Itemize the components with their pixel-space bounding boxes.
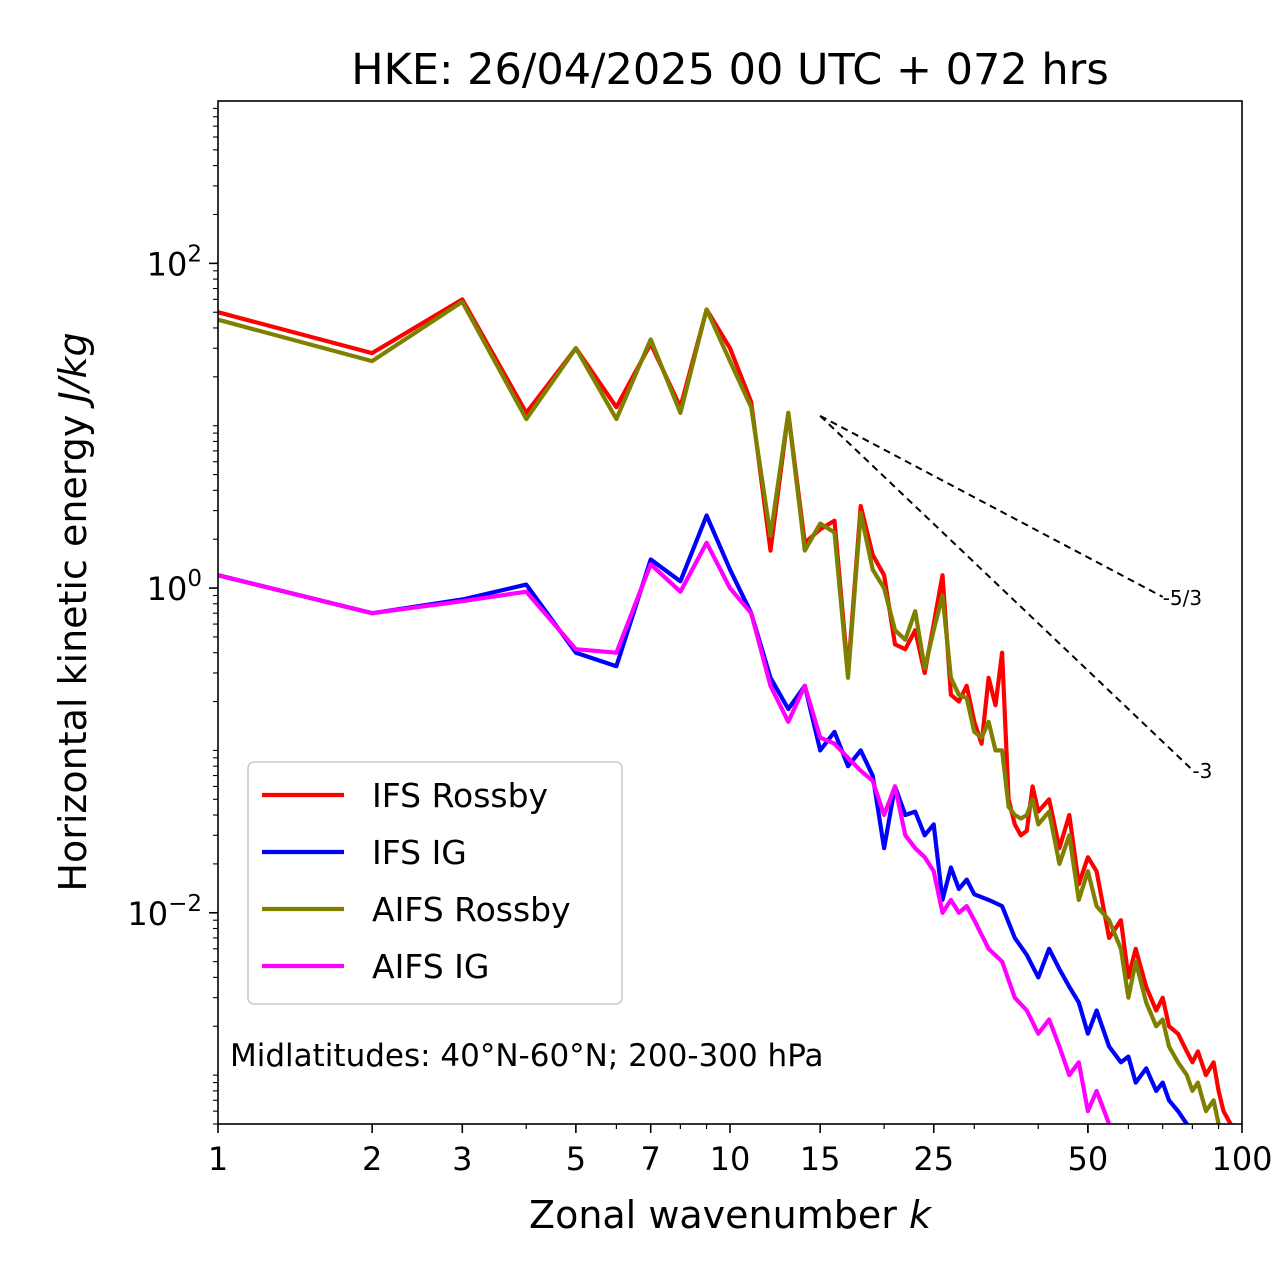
y-axis-ticks: 102 100 10−2 <box>127 107 218 1125</box>
slope-label-minus-5-3: -5/3 <box>1163 586 1202 610</box>
x-axis-label-variable: k <box>909 1193 933 1237</box>
y-axis-label-variable: J/kg <box>51 332 95 409</box>
y-tick-label: 102 <box>147 241 202 283</box>
legend-label: AIFS Rossby <box>372 890 571 929</box>
series-line-aifs-ig <box>218 540 1112 1124</box>
x-tick-label: 7 <box>641 1140 661 1178</box>
x-tick-label: 5 <box>566 1140 586 1178</box>
slope-line-minus-3 <box>819 415 1194 771</box>
legend-box <box>247 761 623 1005</box>
region-annotation: Midlatitudes: 40°N-60°N; 200-300 hPa <box>230 1038 824 1074</box>
x-axis-label-text: Zonal wavenumber <box>529 1193 909 1237</box>
x-axis-label: Zonal wavenumber k <box>529 1193 933 1237</box>
legend-label: AIFS IG <box>372 947 489 986</box>
x-tick-label: 1 <box>208 1140 228 1178</box>
x-axis-ticks: 1 2 3 5 7 10 15 25 50 100 <box>208 1124 1273 1178</box>
x-tick-label: 100 <box>1211 1140 1272 1178</box>
x-tick-label: 15 <box>800 1140 841 1178</box>
reference-slope-lines: -5/3 -3 <box>819 414 1212 783</box>
x-tick-label: 50 <box>1068 1140 1109 1178</box>
legend: IFS Rossby IFS IG AIFS Rossby AIFS IG <box>247 761 623 1005</box>
series-layer <box>218 297 1233 1124</box>
y-axis-label-text: Horizontal kinetic energy <box>51 403 95 892</box>
slope-label-minus-3: -3 <box>1192 759 1212 783</box>
x-tick-label: 10 <box>710 1140 751 1178</box>
slope-line-minus-5-3 <box>819 414 1164 598</box>
series-line-aifs-rossby <box>218 299 1221 1124</box>
y-axis-label: Horizontal kinetic energy J/kg <box>51 332 95 891</box>
legend-label: IFS Rossby <box>372 776 548 815</box>
y-tick-label: 10−2 <box>127 891 202 933</box>
legend-label: IFS IG <box>372 833 467 872</box>
x-tick-label: 3 <box>452 1140 472 1178</box>
y-tick-label: 100 <box>147 566 202 608</box>
x-tick-label: 2 <box>362 1140 382 1178</box>
chart-title: HKE: 26/04/2025 00 UTC + 072 hrs <box>351 45 1108 95</box>
x-tick-label: 25 <box>913 1140 954 1178</box>
